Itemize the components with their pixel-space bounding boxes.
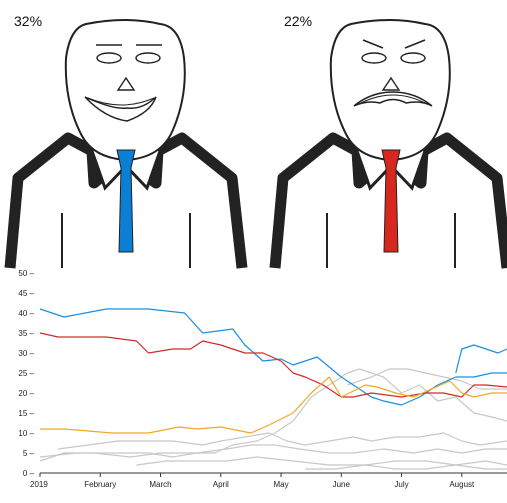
x-tick-label: February (84, 480, 116, 489)
series-line (39, 444, 507, 462)
tie (116, 149, 136, 253)
x-tick-label: August (449, 480, 475, 489)
series-line (305, 464, 507, 470)
figure-sad (275, 20, 507, 268)
series-line (40, 376, 507, 434)
x-tick-label: June (333, 480, 351, 489)
x-tick-label: April (213, 480, 229, 489)
series-line (39, 308, 507, 406)
y-tick-label: 10 – (18, 429, 34, 438)
tie (381, 149, 401, 253)
figure-happy (10, 20, 242, 268)
y-tick-label: 30 – (18, 349, 34, 358)
y-tick-label: 35 – (18, 329, 34, 338)
y-tick-label: 0 – (23, 469, 35, 478)
y-tick-label: 15 – (18, 409, 34, 418)
frown-mouth (353, 91, 433, 107)
series-line (136, 456, 507, 466)
x-tick-label: March (149, 480, 171, 489)
x-tick-label: July (394, 480, 408, 489)
y-tick-label: 25 – (18, 369, 34, 378)
series-line (58, 432, 507, 450)
x-tick-label: 2019 (30, 480, 48, 489)
y-tick-label: 40 – (18, 309, 34, 318)
series-line (347, 368, 507, 390)
smile-mouth (84, 96, 157, 122)
y-tick-label: 20 – (18, 389, 34, 398)
y-tick-label: 45 – (18, 289, 34, 298)
y-tick-label: 50 – (18, 269, 34, 278)
x-tick-label: May (273, 480, 288, 489)
brow-right (404, 39, 426, 49)
figure-percent: 32% (14, 13, 42, 29)
poll-line-chart: 0 – 5 – 10 – 15 – 20 – 25 – 30 – 35 – 40 – 45 – 50… (18, 269, 507, 489)
series-line (455, 344, 507, 374)
brow-left (362, 39, 384, 49)
series-line (39, 368, 507, 458)
series-line (39, 332, 507, 398)
y-tick-label: 5 – (23, 449, 35, 458)
figure-percent: 22% (284, 13, 312, 29)
